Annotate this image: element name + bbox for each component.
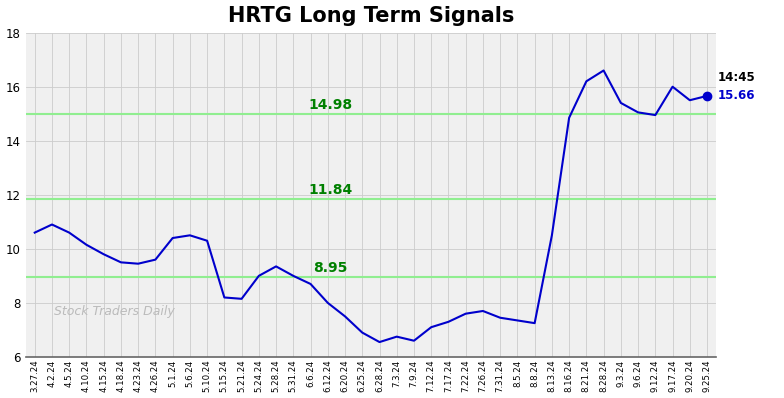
Text: 15.66: 15.66 <box>717 89 755 101</box>
Title: HRTG Long Term Signals: HRTG Long Term Signals <box>227 6 514 25</box>
Text: 8.95: 8.95 <box>314 261 348 275</box>
Text: 14:45: 14:45 <box>717 71 755 84</box>
Text: 14.98: 14.98 <box>308 98 353 112</box>
Text: 11.84: 11.84 <box>308 183 353 197</box>
Text: Stock Traders Daily: Stock Traders Daily <box>53 305 175 318</box>
